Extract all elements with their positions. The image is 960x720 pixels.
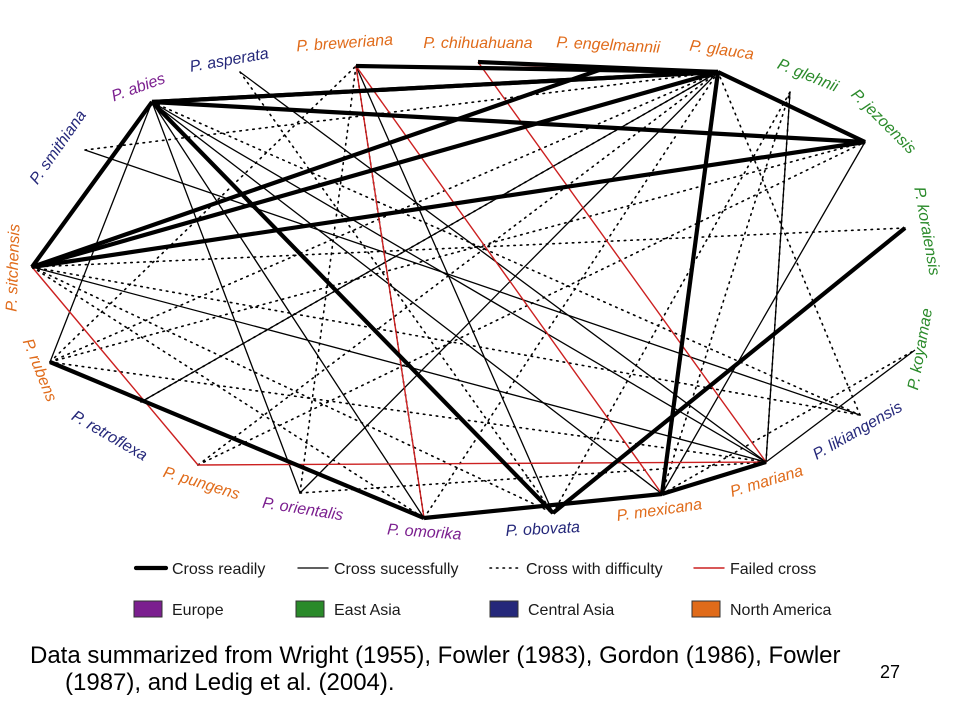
edge-sitchensis-abies-readily <box>30 100 154 269</box>
edge-glauca-mexicana-readily <box>659 71 721 495</box>
species-label-smithiana: P. smithiana <box>27 107 90 187</box>
legend-label-difficulty: Cross with difficulty <box>526 561 663 578</box>
edge-asperata-obovata-difficulty <box>239 71 554 514</box>
edge-asperata-mariana-successfully <box>239 71 767 463</box>
edge-omorika-mexicana-readily <box>423 491 663 521</box>
species-label-pungens: P. pungens <box>161 464 241 503</box>
legend-swatch-europe <box>133 600 163 618</box>
legend-label-successfully: Cross sucessfully <box>334 561 458 578</box>
edge-abies-rubens-successfully <box>49 101 153 363</box>
edge-glauca-jezoensis-readily <box>717 70 866 144</box>
edge-abies-orientalis-successfully <box>151 101 301 494</box>
legend-label-europe: Europe <box>172 602 224 619</box>
species-label-koraiensis: P. koraiensis <box>910 186 942 277</box>
legend-swatch-central_asia <box>489 600 519 618</box>
species-label-mexicana: P. mexicana <box>616 496 704 525</box>
species-label-omorika: P. omorika <box>387 521 463 543</box>
edge-rubens-omorika-readily <box>49 360 425 520</box>
edge-rubens-breweriana-difficulty <box>49 65 357 363</box>
species-label-glehnii: P. glehnii <box>775 56 841 96</box>
legend-label-readily: Cross readily <box>172 561 265 578</box>
edge-sitchensis-glauca-readily <box>31 69 719 270</box>
edge-sitchensis-jezoensis-readily <box>31 139 866 270</box>
edge-abies-jezoensis-readily <box>151 99 866 145</box>
edge-sitchensis-pungens-failed <box>31 266 199 466</box>
edge-sitchensis-mariana-successfully <box>31 266 767 463</box>
edge-orientalis-mariana-difficulty <box>299 461 767 494</box>
legend-swatch-east_asia <box>295 600 325 618</box>
species-label-sitchensis: P. sitchensis <box>3 224 23 312</box>
slide-number: 27 <box>880 662 901 682</box>
legend-label-north_america: North America <box>730 602 831 619</box>
data-source-caption: Data summarized from Wright (1955), Fowl… <box>30 642 940 696</box>
edge-obovata-glehnii-difficulty <box>552 91 791 514</box>
cross-edges <box>30 59 916 521</box>
edge-koraiensis-sitchensis-difficulty <box>31 227 906 268</box>
edge-glauca-orientalis-successfully <box>299 71 719 494</box>
edge-obovata-koraiensis-readily <box>551 226 907 515</box>
edge-abies-likiangensis-difficulty <box>151 101 861 416</box>
species-label-engelmannii: P. engelmannii <box>556 34 661 56</box>
edge-obovata-breweriana-successfully <box>355 65 554 514</box>
legend-label-failed: Failed cross <box>730 561 816 578</box>
edge-abies-mexicana-successfully <box>151 101 663 495</box>
species-label-jezoensis: P. jezoensis <box>847 86 919 158</box>
edge-rubens-jezoensis-difficulty <box>49 141 866 363</box>
species-label-asperata: P. asperata <box>188 45 270 76</box>
legend-label-central_asia: Central Asia <box>528 602 614 619</box>
edge-mexicana-koyamae-difficulty <box>661 349 916 495</box>
species-label-koyamae: P. koyamae <box>905 307 936 391</box>
species-label-orientalis: P. orientalis <box>261 495 344 525</box>
species-label-glauca: P. glauca <box>688 38 754 64</box>
edge-chihuahuana-glauca-readily <box>477 59 719 75</box>
caption-line-1: Data summarized from Wright (1955), Fowl… <box>30 642 841 669</box>
edge-pungens-glauca-difficulty <box>197 71 719 466</box>
caption-line-2: (1987), and Ledig et al. (2004). <box>65 669 395 696</box>
edge-mexicana-glehnii-difficulty <box>661 91 791 495</box>
edge-pungens-jezoensis-difficulty <box>197 141 866 466</box>
edge-rubens-glauca-difficulty <box>49 71 719 363</box>
edge-mariana-koyamae-successfully <box>765 349 916 463</box>
legend: Cross readily Cross sucessfully Cross with… <box>133 561 831 619</box>
edge-sitchensis-obovata-difficulty <box>31 266 554 514</box>
edge-abies-mariana-successfully <box>151 101 767 463</box>
edge-mexicana-mariana-readily <box>661 459 767 497</box>
edge-breweriana-omorika-failed <box>355 65 425 519</box>
legend-swatch-north_america <box>691 600 721 618</box>
edge-abies-obovata-readily <box>150 100 555 515</box>
species-label-rubens: P. rubens <box>19 336 60 404</box>
edge-abies-omorika-successfully <box>151 101 425 519</box>
edge-omorika-glauca-difficulty <box>423 71 719 519</box>
edge-glauca-abies-readily <box>151 69 719 105</box>
species-label-breweriana: P. breweriana <box>296 32 394 56</box>
legend-label-east_asia: East Asia <box>334 602 401 619</box>
species-label-retroflexa: P. retroflexa <box>69 408 151 465</box>
edge-sitchensis-engelmannii-readily <box>31 66 606 269</box>
edge-pungens-mariana-failed <box>197 461 767 466</box>
species-label-obovata: P. obovata <box>505 519 580 540</box>
species-label-chihuahuana: P. chihuahuana <box>423 35 532 52</box>
edge-smithiana-glauca-difficulty <box>84 71 719 151</box>
edge-sitchensis-omorika-difficulty <box>31 266 425 519</box>
edge-jezoensis-mexicana-successfully <box>661 141 866 495</box>
